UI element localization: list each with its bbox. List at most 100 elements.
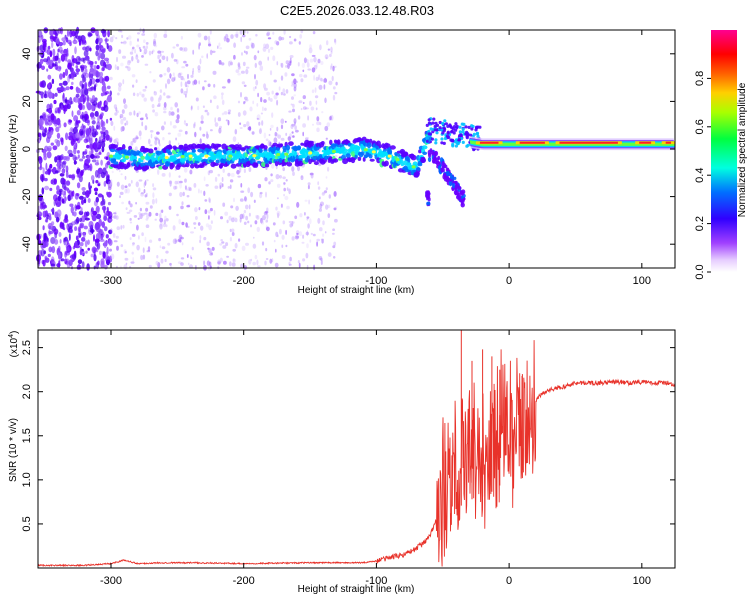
ridge-point xyxy=(281,153,285,159)
branch-point xyxy=(450,139,454,143)
noise-speckle xyxy=(107,29,110,38)
noise-speckle xyxy=(97,115,100,124)
ridge-peak xyxy=(204,154,209,158)
noise-speckle xyxy=(298,231,303,237)
noise-speckle xyxy=(237,72,241,76)
noise-speckle xyxy=(56,185,60,192)
noise-speckle xyxy=(141,55,144,58)
noise-speckle xyxy=(106,118,109,124)
noise-speckle xyxy=(67,59,72,64)
noise-speckle xyxy=(245,68,249,75)
noise-speckle xyxy=(259,191,263,195)
noise-speckle xyxy=(243,209,247,214)
noise-speckle xyxy=(244,196,247,202)
noise-speckle xyxy=(61,161,66,169)
noise-speckle xyxy=(46,214,50,220)
figure-title: C2E5.2026.033.12.48.R03 xyxy=(280,3,434,18)
noise-speckle xyxy=(55,170,59,174)
noise-speckle xyxy=(151,50,154,55)
noise-speckle xyxy=(42,132,46,138)
branch-point xyxy=(434,141,438,145)
noise-speckle xyxy=(70,191,73,197)
noise-speckle xyxy=(52,145,58,151)
noise-speckle xyxy=(143,48,148,55)
noise-speckle xyxy=(278,228,282,235)
noise-speckle xyxy=(169,180,172,187)
noise-speckle xyxy=(179,180,183,184)
noise-speckle xyxy=(305,59,309,63)
noise-speckle xyxy=(227,111,231,115)
colorbar-tick-label: 0.8 xyxy=(694,71,706,86)
branch-point xyxy=(434,138,438,142)
noise-speckle xyxy=(332,232,335,235)
ridge-point xyxy=(402,151,409,158)
noise-speckle xyxy=(132,242,135,245)
noise-speckle xyxy=(186,254,189,258)
noise-speckle xyxy=(154,112,159,117)
noise-speckle xyxy=(239,166,242,173)
noise-speckle xyxy=(168,192,172,197)
noise-speckle xyxy=(157,50,162,54)
noise-speckle xyxy=(253,236,255,239)
noise-speckle xyxy=(95,78,100,83)
noise-speckle xyxy=(148,264,152,268)
noise-speckle xyxy=(80,89,83,96)
noise-speckle xyxy=(89,47,92,52)
noise-speckle xyxy=(180,262,184,266)
noise-speckle xyxy=(222,245,227,249)
noise-speckle xyxy=(41,65,45,71)
noise-speckle xyxy=(69,97,73,105)
noise-speckle xyxy=(83,125,86,133)
noise-speckle xyxy=(230,172,235,178)
noise-speckle xyxy=(283,193,285,197)
noise-speckle xyxy=(206,133,209,139)
snr-ytick-label: 1.5 xyxy=(21,428,33,443)
noise-speckle xyxy=(90,116,96,120)
noise-speckle xyxy=(132,138,135,143)
noise-speckle xyxy=(109,90,112,96)
branch-point xyxy=(436,160,440,166)
noise-speckle xyxy=(164,30,167,35)
noise-speckle xyxy=(183,167,188,173)
noise-speckle xyxy=(194,121,196,127)
noise-speckle xyxy=(319,44,322,51)
noise-speckle xyxy=(302,131,305,137)
noise-speckle xyxy=(109,117,113,121)
noise-speckle xyxy=(94,162,100,166)
noise-speckle xyxy=(163,72,167,76)
noise-speckle xyxy=(306,216,310,219)
noise-speckle xyxy=(254,220,258,225)
noise-speckle xyxy=(263,83,267,89)
noise-speckle xyxy=(206,112,210,116)
noise-speckle xyxy=(47,253,51,258)
noise-speckle xyxy=(116,110,119,114)
snr-scale-text: (x104) xyxy=(8,331,20,358)
noise-speckle xyxy=(68,174,73,179)
noise-speckle xyxy=(79,249,83,256)
noise-speckle xyxy=(257,265,261,268)
noise-speckle xyxy=(317,186,321,190)
noise-speckle xyxy=(154,139,158,146)
noise-speckle xyxy=(81,155,86,159)
branch-point xyxy=(457,138,461,142)
noise-speckle xyxy=(90,73,94,79)
noise-speckle xyxy=(61,190,66,196)
noise-speckle xyxy=(76,216,80,224)
branch-point xyxy=(452,182,456,189)
noise-speckle xyxy=(103,131,106,140)
noise-speckle xyxy=(262,215,266,221)
noise-speckle xyxy=(324,125,329,132)
noise-speckle xyxy=(76,110,81,116)
noise-speckle xyxy=(298,41,301,45)
noise-speckle xyxy=(159,89,163,93)
noise-speckle xyxy=(256,259,259,266)
noise-speckle xyxy=(144,125,148,131)
noise-speckle xyxy=(324,54,329,60)
noise-speckle xyxy=(178,218,181,225)
noise-speckle xyxy=(301,62,306,69)
noise-speckle xyxy=(68,135,74,141)
ridge-point xyxy=(288,141,294,147)
noise-speckle xyxy=(55,37,60,45)
ridge-point xyxy=(254,156,261,160)
noise-speckle xyxy=(315,100,318,105)
